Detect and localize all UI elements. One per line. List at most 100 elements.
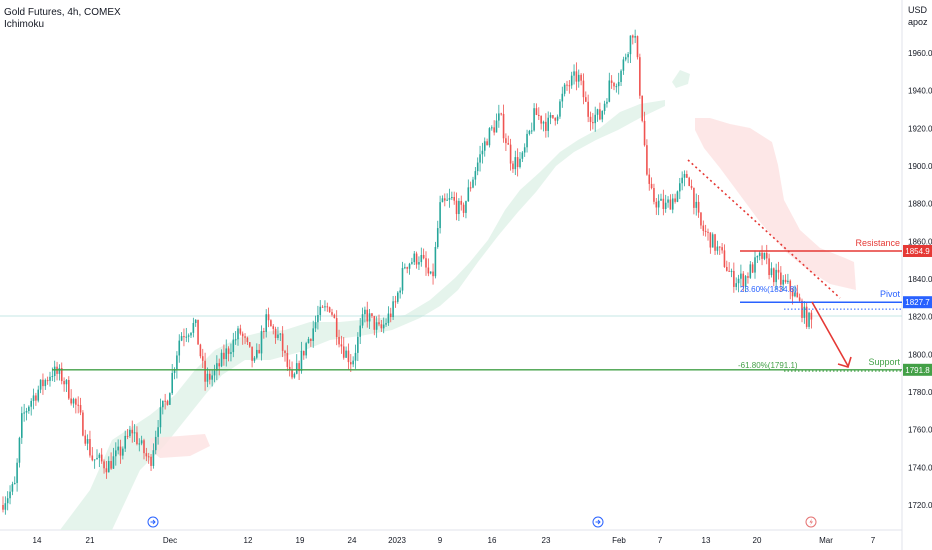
candle-body (751, 264, 754, 273)
candle-body (237, 328, 239, 340)
candle-body (516, 157, 519, 168)
candle-body (434, 247, 437, 277)
price-tag-label: 1827.7 (905, 298, 930, 307)
candle-body (251, 346, 253, 361)
candle-body (122, 448, 124, 456)
ichimoku-cloud (60, 70, 856, 530)
candle-body (213, 370, 216, 376)
candle-body (688, 177, 690, 186)
candle-body (79, 405, 82, 413)
candle-body (455, 200, 458, 215)
candle-body (594, 114, 596, 124)
candle-body (263, 330, 265, 332)
candle-body (239, 328, 242, 334)
candle-body (648, 174, 651, 184)
candle-body (326, 306, 329, 308)
candle-body (204, 360, 206, 382)
candle-body (220, 352, 223, 367)
y-tick-label: 1800.0 (908, 350, 932, 359)
level-name-resistance: Resistance (855, 238, 900, 248)
candle-body (13, 482, 16, 485)
candle-body (462, 204, 465, 213)
candle-body (293, 373, 296, 378)
candle-body (592, 122, 594, 124)
candle-body (587, 101, 589, 117)
candle-body (528, 130, 531, 134)
candle-body (728, 270, 730, 272)
candle-body (624, 57, 627, 60)
candle-body (230, 352, 232, 354)
candle-body (295, 363, 298, 374)
x-tick-label: 7 (658, 536, 663, 545)
candle-body (91, 455, 94, 461)
candle-body (439, 202, 441, 229)
candle-body (77, 404, 79, 406)
candle-body (11, 484, 14, 492)
candle-body (366, 309, 369, 322)
candle-body (441, 198, 444, 203)
candle-body (580, 74, 582, 81)
candle-body (429, 271, 432, 274)
candle-body (422, 254, 425, 259)
candle-body (653, 188, 655, 202)
candle-body (690, 185, 693, 188)
candle-body (408, 263, 411, 269)
candle-body (119, 446, 122, 456)
candle-body (596, 109, 599, 115)
candle-body (232, 339, 235, 353)
y-tick-label: 1920.0 (908, 124, 932, 133)
candle-body (270, 320, 272, 327)
candle-body (286, 352, 289, 367)
x-tick-label: 21 (86, 536, 95, 545)
symbol-title[interactable]: Gold Futures, 4h, COMEX (4, 7, 121, 18)
candle-body (178, 340, 181, 356)
candle-body (312, 328, 314, 341)
candle-body (498, 113, 500, 121)
candle-body (552, 115, 554, 118)
candle-body (643, 120, 646, 146)
candle-body (676, 191, 679, 202)
candle-body (749, 264, 752, 278)
candle-body (671, 198, 674, 210)
candle-body (248, 342, 251, 347)
candle-body (401, 267, 404, 291)
candle-body (190, 332, 192, 336)
candle-body (225, 348, 228, 360)
candle-body (406, 267, 408, 269)
candle-body (805, 306, 808, 327)
candle-body (599, 109, 601, 120)
candle-body (2, 505, 4, 510)
candle-body (467, 187, 470, 202)
candle-body (735, 283, 737, 287)
candle-body (223, 352, 225, 360)
candle-body (469, 187, 472, 189)
candle-body (514, 157, 517, 170)
cloud-bearish-area (695, 118, 856, 290)
candle-body (187, 335, 190, 337)
indicator-label[interactable]: Ichimoku (4, 19, 45, 30)
candle-body (227, 348, 230, 354)
candle-body (361, 314, 364, 326)
candle-body (157, 427, 159, 437)
candle-body (413, 253, 416, 263)
candle-body (68, 379, 70, 399)
candle-body (18, 437, 21, 463)
candle-body (655, 201, 658, 208)
candle-body (582, 80, 585, 98)
candle-body (364, 309, 366, 315)
candle-body (98, 454, 101, 458)
candle-body (9, 491, 11, 499)
candle-body (63, 381, 65, 385)
candle-body (657, 200, 660, 208)
candle-body (667, 199, 669, 203)
y-tick-label: 1900.0 (908, 162, 932, 171)
candle-body (234, 339, 237, 341)
candle-body (159, 407, 162, 428)
candle-body (791, 291, 794, 297)
y-tick-label: 1720.0 (908, 501, 932, 510)
candle-body (152, 450, 155, 466)
candle-body (279, 333, 282, 335)
candle-body (392, 301, 394, 318)
projection-arrowhead (837, 356, 852, 368)
